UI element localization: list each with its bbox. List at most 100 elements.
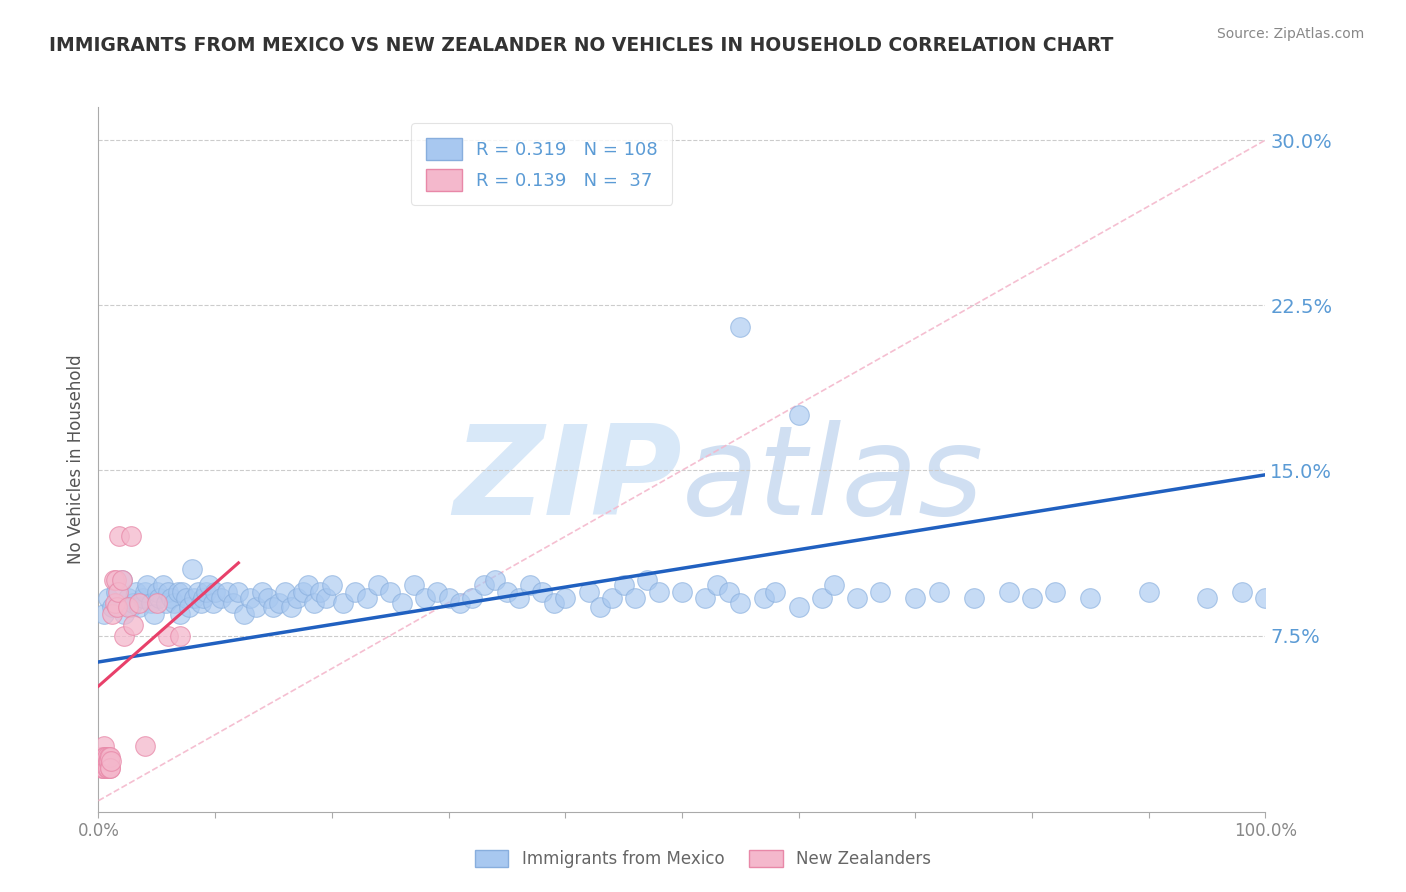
Point xyxy=(636,574,658,588)
Point xyxy=(98,761,121,775)
Point xyxy=(904,591,927,606)
Point xyxy=(204,584,226,599)
Point xyxy=(752,591,775,606)
Point xyxy=(1080,591,1102,606)
Point xyxy=(297,578,319,592)
Point xyxy=(180,562,202,576)
Point xyxy=(695,591,717,606)
Point xyxy=(96,761,118,775)
Point xyxy=(169,607,191,621)
Point xyxy=(367,578,389,592)
Text: atlas: atlas xyxy=(682,420,984,541)
Point xyxy=(174,591,197,606)
Point xyxy=(484,574,506,588)
Point xyxy=(332,595,354,609)
Text: ZIP: ZIP xyxy=(453,420,682,541)
Point xyxy=(98,749,121,764)
Point xyxy=(128,595,150,609)
Point xyxy=(179,599,201,614)
Point xyxy=(120,529,142,543)
Point xyxy=(496,584,519,599)
Point xyxy=(274,584,297,599)
Point xyxy=(97,591,120,606)
Point xyxy=(250,584,273,599)
Point xyxy=(928,584,950,599)
Point xyxy=(413,591,436,606)
Point xyxy=(997,584,1019,599)
Point xyxy=(103,574,125,588)
Point xyxy=(578,584,600,599)
Point xyxy=(172,584,194,599)
Point xyxy=(209,591,232,606)
Point xyxy=(94,754,117,768)
Point xyxy=(159,591,181,606)
Point xyxy=(157,584,180,599)
Text: IMMIGRANTS FROM MEXICO VS NEW ZEALANDER NO VEHICLES IN HOUSEHOLD CORRELATION CHA: IMMIGRANTS FROM MEXICO VS NEW ZEALANDER … xyxy=(49,36,1114,54)
Point xyxy=(93,749,115,764)
Point xyxy=(98,761,121,775)
Point xyxy=(122,595,145,609)
Point xyxy=(262,599,284,614)
Point xyxy=(93,607,115,621)
Point xyxy=(97,754,120,768)
Point xyxy=(187,584,209,599)
Point xyxy=(108,529,131,543)
Point xyxy=(163,595,186,609)
Point xyxy=(148,591,170,606)
Point xyxy=(344,584,367,599)
Point xyxy=(233,607,256,621)
Point xyxy=(139,595,162,609)
Point xyxy=(91,761,114,775)
Point xyxy=(146,584,169,599)
Point xyxy=(304,595,326,609)
Point xyxy=(1195,591,1218,606)
Point xyxy=(101,599,124,614)
Point xyxy=(309,584,332,599)
Point xyxy=(962,591,984,606)
Point xyxy=(90,749,112,764)
Point xyxy=(143,607,166,621)
Text: Source: ZipAtlas.com: Source: ZipAtlas.com xyxy=(1216,27,1364,41)
Point xyxy=(169,629,191,643)
Point xyxy=(136,578,159,592)
Point xyxy=(589,599,612,614)
Point xyxy=(105,599,128,614)
Point xyxy=(120,599,142,614)
Point xyxy=(93,761,115,775)
Point xyxy=(152,578,174,592)
Point xyxy=(112,607,135,621)
Point xyxy=(391,595,413,609)
Point xyxy=(91,749,114,764)
Point xyxy=(624,591,647,606)
Point xyxy=(245,599,267,614)
Point xyxy=(519,578,541,592)
Point xyxy=(122,617,145,632)
Point xyxy=(125,584,148,599)
Point xyxy=(112,629,135,643)
Point xyxy=(104,595,127,609)
Point xyxy=(730,320,752,334)
Point xyxy=(146,595,169,609)
Point xyxy=(554,591,576,606)
Point xyxy=(508,591,530,606)
Point xyxy=(280,599,302,614)
Point xyxy=(104,574,127,588)
Point xyxy=(239,591,262,606)
Point xyxy=(1230,584,1253,599)
Point xyxy=(117,591,139,606)
Point xyxy=(97,754,120,768)
Point xyxy=(269,595,291,609)
Point xyxy=(846,591,869,606)
Point xyxy=(315,591,337,606)
Point xyxy=(100,754,122,768)
Point xyxy=(402,578,425,592)
Point xyxy=(1045,584,1067,599)
Point xyxy=(787,409,810,423)
Point xyxy=(787,599,810,614)
Point xyxy=(134,739,156,753)
Point xyxy=(183,591,205,606)
Point xyxy=(426,584,449,599)
Point xyxy=(671,584,693,599)
Point xyxy=(380,584,402,599)
Point xyxy=(190,595,212,609)
